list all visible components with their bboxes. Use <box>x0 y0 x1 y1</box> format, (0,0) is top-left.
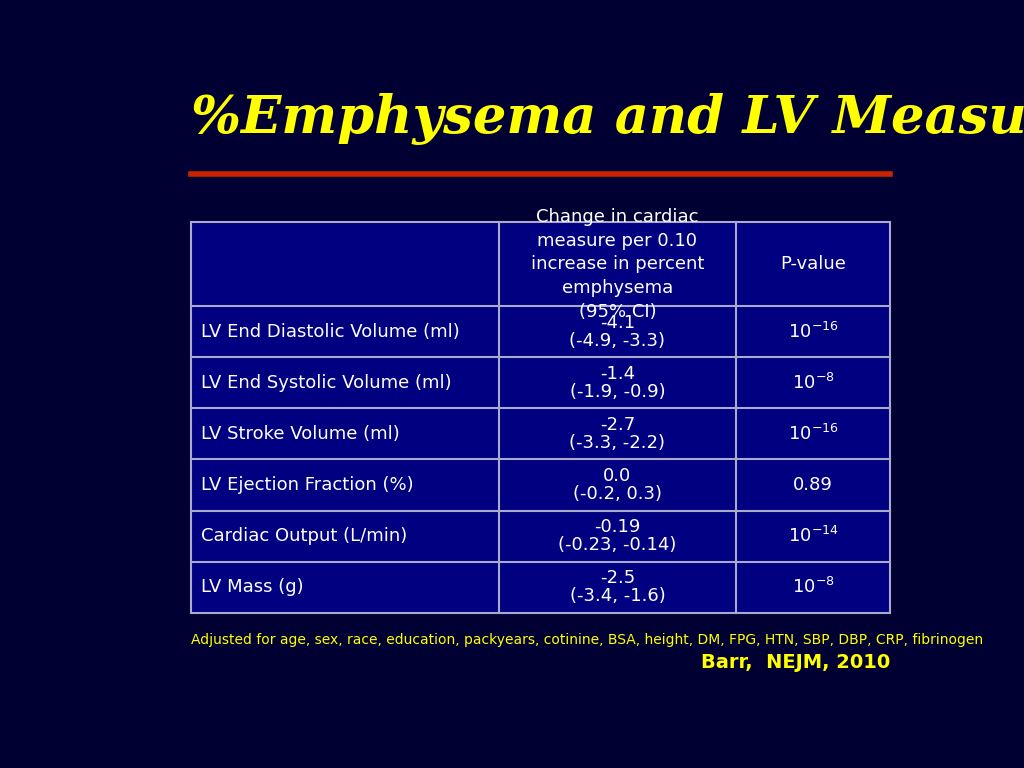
Text: P-value: P-value <box>780 255 846 273</box>
Text: (-4.9, -3.3): (-4.9, -3.3) <box>569 332 666 349</box>
Text: LV Mass (g): LV Mass (g) <box>201 578 304 596</box>
Text: $\mathregular{10^{-16}}$: $\mathregular{10^{-16}}$ <box>787 424 839 444</box>
Text: -0.19: -0.19 <box>594 518 641 536</box>
Text: Change in cardiac
measure per 0.10
increase in percent
emphysema
(95% CI): Change in cardiac measure per 0.10 incre… <box>530 208 705 320</box>
Text: %Emphysema and LV Measures: %Emphysema and LV Measures <box>191 94 1024 145</box>
Text: 0.89: 0.89 <box>794 476 833 494</box>
Text: LV End Systolic Volume (ml): LV End Systolic Volume (ml) <box>201 374 452 392</box>
Text: -2.5: -2.5 <box>600 569 635 588</box>
Text: -4.1: -4.1 <box>600 314 635 333</box>
Text: Cardiac Output (L/min): Cardiac Output (L/min) <box>201 527 408 545</box>
Text: 0.0: 0.0 <box>603 468 632 485</box>
Text: (-3.3, -2.2): (-3.3, -2.2) <box>569 434 666 452</box>
Text: $\mathregular{10^{-8}}$: $\mathregular{10^{-8}}$ <box>792 373 835 393</box>
Text: -1.4: -1.4 <box>600 366 635 383</box>
Text: (-0.2, 0.3): (-0.2, 0.3) <box>573 485 662 503</box>
Text: LV Stroke Volume (ml): LV Stroke Volume (ml) <box>201 425 399 443</box>
Text: LV End Diastolic Volume (ml): LV End Diastolic Volume (ml) <box>201 323 460 341</box>
Text: LV Ejection Fraction (%): LV Ejection Fraction (%) <box>201 476 414 494</box>
Text: Barr,  NEJM, 2010: Barr, NEJM, 2010 <box>700 653 890 672</box>
Text: (-0.23, -0.14): (-0.23, -0.14) <box>558 536 677 554</box>
Text: $\mathregular{10^{-8}}$: $\mathregular{10^{-8}}$ <box>792 577 835 597</box>
Text: (-3.4, -1.6): (-3.4, -1.6) <box>569 587 666 604</box>
Text: $\mathregular{10^{-14}}$: $\mathregular{10^{-14}}$ <box>787 526 839 546</box>
Text: Adjusted for age, sex, race, education, packyears, cotinine, BSA, height, DM, FP: Adjusted for age, sex, race, education, … <box>191 634 984 647</box>
Text: (-1.9, -0.9): (-1.9, -0.9) <box>569 382 666 401</box>
Text: -2.7: -2.7 <box>600 416 635 435</box>
Bar <box>191 222 890 613</box>
Text: $\mathregular{10^{-16}}$: $\mathregular{10^{-16}}$ <box>787 322 839 342</box>
